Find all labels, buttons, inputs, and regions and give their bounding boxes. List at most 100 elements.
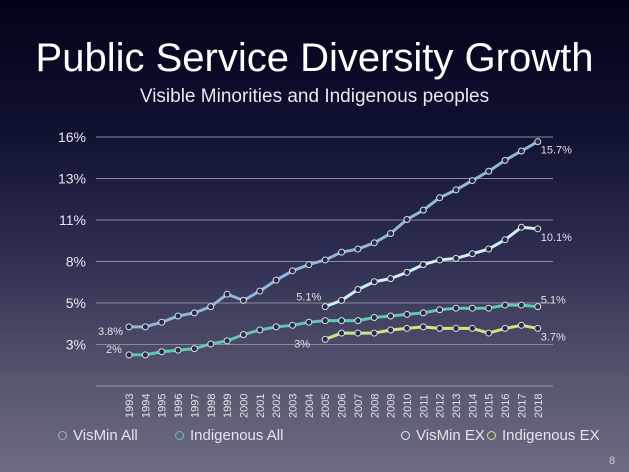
x-tick-label: 2000 xyxy=(238,394,250,418)
data-point xyxy=(354,329,362,337)
data-point xyxy=(321,303,329,311)
x-tick-label: 2001 xyxy=(255,394,267,418)
data-point xyxy=(517,223,525,231)
data-point xyxy=(436,194,444,202)
legend-item: VisMin All xyxy=(58,427,138,444)
data-point xyxy=(485,167,493,175)
data-point xyxy=(190,309,198,317)
x-tick-label: 2007 xyxy=(353,394,365,418)
data-point xyxy=(223,337,231,345)
legend-label: Indigenous EX xyxy=(502,427,600,444)
data-point xyxy=(485,329,493,337)
data-point xyxy=(305,318,313,326)
data-point xyxy=(190,345,198,353)
y-tick-label: 5% xyxy=(66,295,86,311)
data-point xyxy=(338,329,346,337)
legend-marker-icon xyxy=(487,431,496,440)
data-point xyxy=(468,177,476,185)
data-point xyxy=(272,276,280,284)
data-label: 5.1% xyxy=(541,295,566,307)
data-point xyxy=(239,331,247,339)
data-point xyxy=(370,314,378,322)
x-tick-label: 2018 xyxy=(533,394,545,418)
data-label: 5.1% xyxy=(296,292,321,304)
data-point xyxy=(207,303,215,311)
x-tick-label: 2015 xyxy=(484,394,496,418)
data-point xyxy=(223,290,231,298)
x-tick-label: 1996 xyxy=(173,394,185,418)
series-line-vismin-all xyxy=(129,140,539,329)
data-point xyxy=(501,324,509,332)
data-point xyxy=(452,304,460,312)
x-tick-label: 2006 xyxy=(337,394,349,418)
data-point xyxy=(338,248,346,256)
data-label: 3% xyxy=(294,338,310,350)
data-point xyxy=(534,303,542,311)
data-point xyxy=(403,268,411,276)
legend-marker-icon xyxy=(401,431,410,440)
data-point xyxy=(321,317,329,325)
data-point xyxy=(370,329,378,337)
data-point xyxy=(387,326,395,334)
legend-marker-icon xyxy=(175,431,184,440)
data-point xyxy=(485,304,493,312)
x-tick-label: 2016 xyxy=(500,394,512,418)
x-tick-label: 2014 xyxy=(467,394,479,418)
x-tick-label: 2002 xyxy=(271,394,283,418)
data-point xyxy=(387,275,395,283)
legend-label: VisMin EX xyxy=(416,427,485,444)
x-tick-label: 2008 xyxy=(369,394,381,418)
data-point xyxy=(321,335,329,343)
x-tick-label: 1994 xyxy=(140,394,152,418)
data-point xyxy=(354,245,362,253)
data-point xyxy=(239,296,247,304)
data-point xyxy=(534,324,542,332)
legend-item: VisMin EX xyxy=(401,427,485,444)
data-point xyxy=(387,229,395,237)
data-point xyxy=(305,261,313,269)
data-point xyxy=(370,239,378,247)
x-tick-label: 1993 xyxy=(124,394,136,418)
data-label: 3.7% xyxy=(541,331,566,343)
legend-label: Indigenous All xyxy=(190,427,284,444)
x-tick-label: 2005 xyxy=(320,394,332,418)
data-point xyxy=(370,278,378,286)
data-point xyxy=(452,324,460,332)
y-tick-label: 13% xyxy=(58,171,86,187)
data-point xyxy=(158,348,166,356)
data-point xyxy=(419,309,427,317)
x-tick-label: 2010 xyxy=(402,394,414,418)
data-point xyxy=(125,323,133,331)
data-label: 3.8% xyxy=(98,326,123,338)
x-tick-label: 2009 xyxy=(386,394,398,418)
data-label: 2% xyxy=(106,344,122,356)
data-point xyxy=(125,351,133,359)
data-point xyxy=(419,261,427,269)
x-tick-label: 2012 xyxy=(435,394,447,418)
data-point xyxy=(174,312,182,320)
data-point xyxy=(501,236,509,244)
data-point xyxy=(289,321,296,329)
data-point xyxy=(436,256,444,264)
data-point xyxy=(452,186,460,194)
y-tick-label: 11% xyxy=(59,212,86,228)
data-point xyxy=(387,312,395,320)
data-label: 15.7% xyxy=(541,145,572,157)
data-point xyxy=(501,301,509,309)
x-tick-label: 2013 xyxy=(451,394,463,418)
data-point xyxy=(321,256,329,264)
data-point xyxy=(501,156,509,164)
page-number: 8 xyxy=(609,455,616,467)
data-point xyxy=(338,296,346,304)
data-point xyxy=(534,225,542,233)
data-point xyxy=(468,324,476,332)
y-tick-label: 8% xyxy=(66,254,86,270)
data-point xyxy=(517,321,525,329)
data-point xyxy=(534,138,542,146)
legend-marker-icon xyxy=(58,431,67,440)
slide-subtitle: Visible Minorities and Indigenous people… xyxy=(139,86,490,107)
data-point xyxy=(517,301,525,309)
slide-title: Public Service Diversity Growth xyxy=(35,36,594,80)
legend-item: Indigenous All xyxy=(175,427,283,444)
data-point xyxy=(436,306,444,314)
